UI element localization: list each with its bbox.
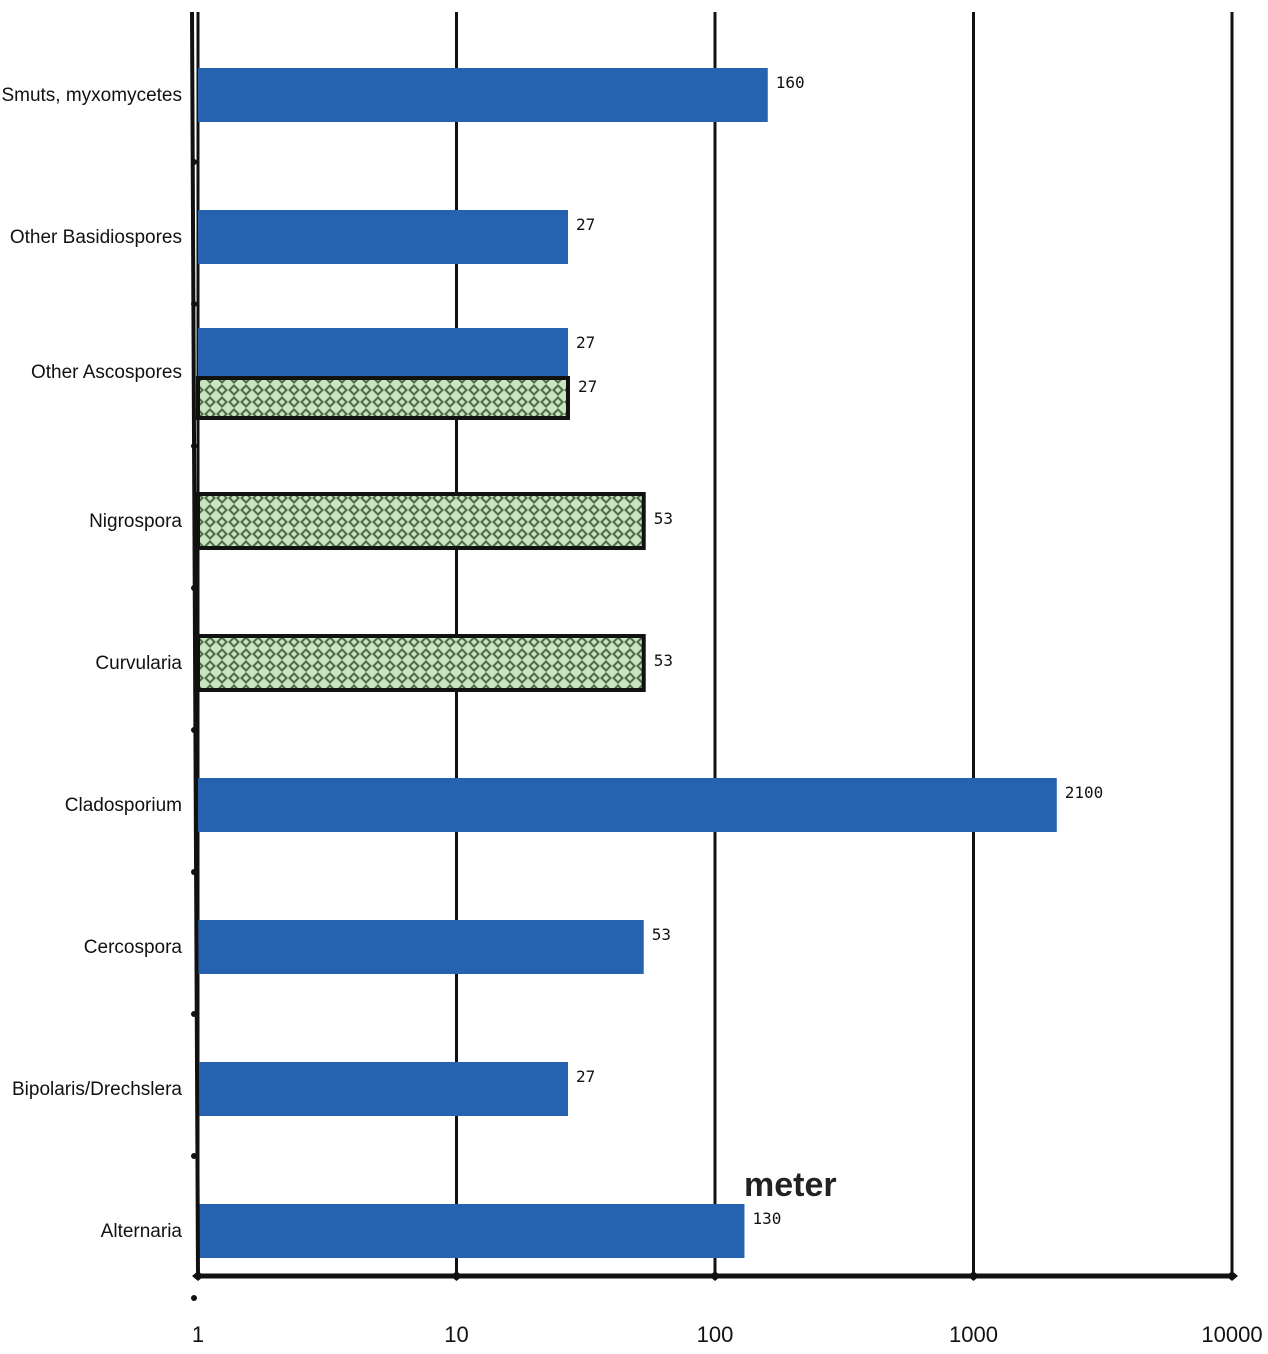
- value-label: 27: [576, 333, 595, 352]
- bars: [196, 68, 1057, 1258]
- value-label: 130: [752, 1209, 781, 1228]
- x-tick-label: 10000: [1201, 1322, 1262, 1347]
- y-tick-mark: [191, 727, 197, 733]
- category-label: Bipolaris/Drechslera: [12, 1079, 182, 1100]
- y-tick-mark: [191, 585, 197, 591]
- category-label: Other Ascospores: [31, 362, 182, 383]
- value-label: 27: [576, 1067, 595, 1086]
- category-label: Cladosporium: [65, 795, 182, 816]
- annotation-text: meter: [744, 1166, 837, 1204]
- y-tick-mark: [191, 443, 197, 449]
- category-label: Alternaria: [101, 1221, 183, 1242]
- bar-blue: [198, 920, 644, 974]
- bar-blue: [198, 778, 1057, 832]
- bar-blue: [198, 68, 768, 122]
- x-tick-label: 10: [444, 1322, 468, 1347]
- value-label: 2100: [1065, 783, 1104, 802]
- y-axis: [190, 11, 200, 1277]
- value-label: 160: [776, 73, 805, 92]
- y-tick-mark: [191, 1295, 197, 1301]
- x-tick-label: 1000: [949, 1322, 998, 1347]
- bar-blue: [198, 1062, 569, 1116]
- value-label: 27: [576, 215, 595, 234]
- y-tick-mark: [191, 1011, 197, 1017]
- category-label: Other Basidiospores: [10, 227, 182, 248]
- value-label: 53: [652, 925, 671, 944]
- x-tick-label: 1: [192, 1322, 204, 1347]
- category-label: Curvularia: [95, 653, 182, 674]
- y-tick-mark: [191, 1153, 197, 1159]
- bar-checkered: [196, 634, 646, 692]
- labels: 1 10 100 1000 10000 160 Smuts, myxomycetes 27 Ot…: [1, 73, 1262, 1347]
- category-label: Nigrospora: [89, 511, 182, 532]
- bar-checkered: [196, 492, 646, 550]
- y-tick-mark: [191, 869, 197, 875]
- value-label: 27: [578, 377, 597, 396]
- bar-checkered: [196, 376, 571, 420]
- x-tick-label: 100: [697, 1322, 734, 1347]
- category-label: Cercospora: [84, 937, 183, 958]
- value-label: 53: [654, 509, 673, 528]
- y-tick-mark: [191, 159, 197, 165]
- category-label: Smuts, myxomycetes: [1, 85, 182, 106]
- y-tick-mark: [191, 301, 197, 307]
- value-label: 53: [654, 651, 673, 670]
- bar-blue: [198, 210, 569, 264]
- bar-blue: [198, 1204, 745, 1258]
- bar-blue: [198, 328, 569, 382]
- axes: [190, 11, 1238, 1301]
